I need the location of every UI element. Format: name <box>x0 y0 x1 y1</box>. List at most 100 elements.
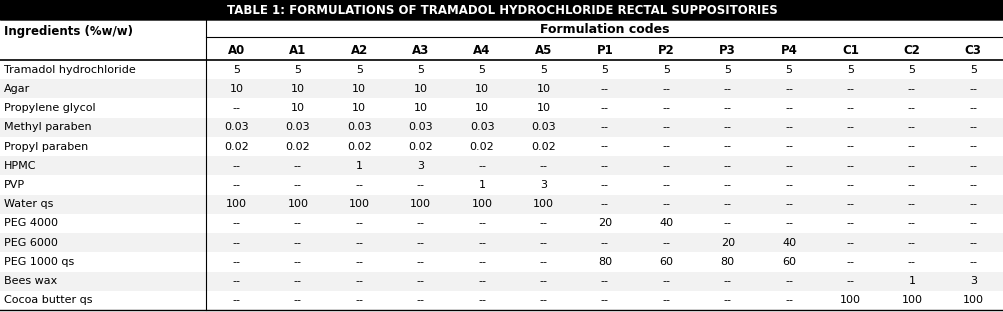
Text: 0.03: 0.03 <box>285 122 310 132</box>
Text: --: -- <box>846 276 854 286</box>
Text: 60: 60 <box>781 257 795 267</box>
Text: --: -- <box>601 238 608 248</box>
Text: --: -- <box>968 122 976 132</box>
Text: PVP: PVP <box>4 180 25 190</box>
Text: A2: A2 <box>350 45 367 57</box>
Text: --: -- <box>907 161 915 171</box>
Text: 100: 100 <box>901 295 922 305</box>
Text: --: -- <box>723 199 731 209</box>
Text: 40: 40 <box>781 238 795 248</box>
Text: --: -- <box>233 103 241 113</box>
Text: --: -- <box>662 238 670 248</box>
Text: 10: 10 <box>413 103 427 113</box>
Text: A4: A4 <box>473 45 490 57</box>
Bar <box>0 291 1003 310</box>
Text: --: -- <box>907 218 915 228</box>
Text: 5: 5 <box>847 65 854 75</box>
Text: --: -- <box>294 180 302 190</box>
Text: 0.02: 0.02 <box>285 142 310 152</box>
Text: --: -- <box>846 199 854 209</box>
Text: 5: 5 <box>723 65 730 75</box>
Text: --: -- <box>907 103 915 113</box>
Text: --: -- <box>416 238 424 248</box>
Text: --: -- <box>233 257 241 267</box>
Text: --: -- <box>907 238 915 248</box>
Text: --: -- <box>907 257 915 267</box>
Text: --: -- <box>601 295 608 305</box>
Text: --: -- <box>846 142 854 152</box>
Text: --: -- <box>846 103 854 113</box>
Text: --: -- <box>662 142 670 152</box>
Bar <box>0 79 1003 99</box>
Bar <box>0 60 1003 79</box>
Text: 5: 5 <box>417 65 424 75</box>
Text: --: -- <box>723 84 731 94</box>
Text: 0.03: 0.03 <box>531 122 556 132</box>
Text: 100: 100 <box>287 199 308 209</box>
Text: Cocoa butter qs: Cocoa butter qs <box>4 295 92 305</box>
Text: 5: 5 <box>601 65 608 75</box>
Text: --: -- <box>723 276 731 286</box>
Text: --: -- <box>784 84 792 94</box>
Text: --: -- <box>477 161 485 171</box>
Text: --: -- <box>355 257 363 267</box>
Text: 3: 3 <box>417 161 424 171</box>
Text: 1: 1 <box>908 276 915 286</box>
Text: --: -- <box>784 161 792 171</box>
Text: Water qs: Water qs <box>4 199 53 209</box>
Text: --: -- <box>968 238 976 248</box>
Text: --: -- <box>416 295 424 305</box>
Text: --: -- <box>968 84 976 94</box>
Text: --: -- <box>968 257 976 267</box>
Text: --: -- <box>662 161 670 171</box>
Text: 5: 5 <box>540 65 547 75</box>
Text: --: -- <box>723 295 731 305</box>
Text: --: -- <box>662 84 670 94</box>
Text: C1: C1 <box>842 45 859 57</box>
Text: --: -- <box>294 295 302 305</box>
Bar <box>0 195 1003 214</box>
Text: 0.03: 0.03 <box>224 122 249 132</box>
Text: 10: 10 <box>536 84 550 94</box>
Text: --: -- <box>601 84 608 94</box>
Text: P2: P2 <box>657 45 674 57</box>
Text: 100: 100 <box>471 199 492 209</box>
Text: --: -- <box>907 180 915 190</box>
Text: 10: 10 <box>291 84 305 94</box>
Bar <box>0 0 1003 20</box>
Bar <box>0 252 1003 271</box>
Text: --: -- <box>784 122 792 132</box>
Text: --: -- <box>477 295 485 305</box>
Text: Bees wax: Bees wax <box>4 276 57 286</box>
Text: 100: 100 <box>410 199 430 209</box>
Text: 5: 5 <box>478 65 485 75</box>
Text: Propyl paraben: Propyl paraben <box>4 142 88 152</box>
Text: --: -- <box>662 199 670 209</box>
Text: 80: 80 <box>720 257 734 267</box>
Text: A5: A5 <box>535 45 552 57</box>
Text: 100: 100 <box>348 199 369 209</box>
Text: --: -- <box>355 295 363 305</box>
Text: 1: 1 <box>355 161 362 171</box>
Text: --: -- <box>968 180 976 190</box>
Text: 0.02: 0.02 <box>531 142 556 152</box>
Text: P4: P4 <box>780 45 796 57</box>
Text: 10: 10 <box>413 84 427 94</box>
Text: 0.03: 0.03 <box>408 122 432 132</box>
Text: --: -- <box>968 218 976 228</box>
Text: 0.03: 0.03 <box>347 122 371 132</box>
Text: 0.02: 0.02 <box>408 142 432 152</box>
Text: --: -- <box>846 84 854 94</box>
Text: --: -- <box>294 161 302 171</box>
Text: --: -- <box>907 122 915 132</box>
Text: --: -- <box>539 218 547 228</box>
Text: --: -- <box>968 199 976 209</box>
Text: --: -- <box>968 142 976 152</box>
Text: 100: 100 <box>226 199 247 209</box>
Text: --: -- <box>539 276 547 286</box>
Text: Tramadol hydrochloride: Tramadol hydrochloride <box>4 65 135 75</box>
Text: --: -- <box>723 218 731 228</box>
Text: C3: C3 <box>964 45 981 57</box>
Text: 0.02: 0.02 <box>347 142 371 152</box>
Text: --: -- <box>416 180 424 190</box>
